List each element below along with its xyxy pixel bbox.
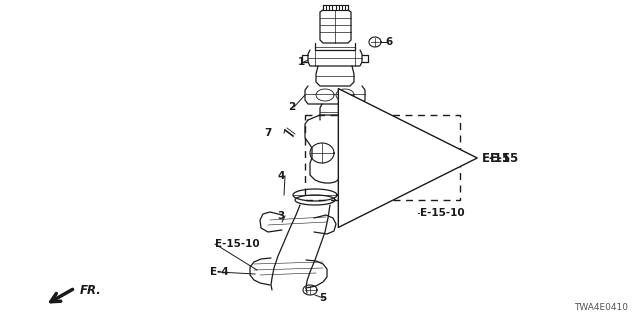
Text: 3: 3 xyxy=(278,211,285,221)
Text: FR.: FR. xyxy=(80,284,102,297)
Bar xyxy=(305,115,460,200)
Text: E-15-10: E-15-10 xyxy=(215,239,260,249)
Text: 5: 5 xyxy=(319,293,326,303)
Text: TWA4E0410: TWA4E0410 xyxy=(574,303,628,312)
Text: 1: 1 xyxy=(298,57,305,67)
Text: 4: 4 xyxy=(278,171,285,181)
Text: 2: 2 xyxy=(288,102,295,112)
Text: 7: 7 xyxy=(264,128,272,138)
Text: 6: 6 xyxy=(385,37,392,47)
Text: E-4: E-4 xyxy=(210,267,228,277)
Text: E-15: E-15 xyxy=(482,151,511,164)
Text: E-15: E-15 xyxy=(490,151,519,164)
Text: E-15-10: E-15-10 xyxy=(420,208,465,218)
